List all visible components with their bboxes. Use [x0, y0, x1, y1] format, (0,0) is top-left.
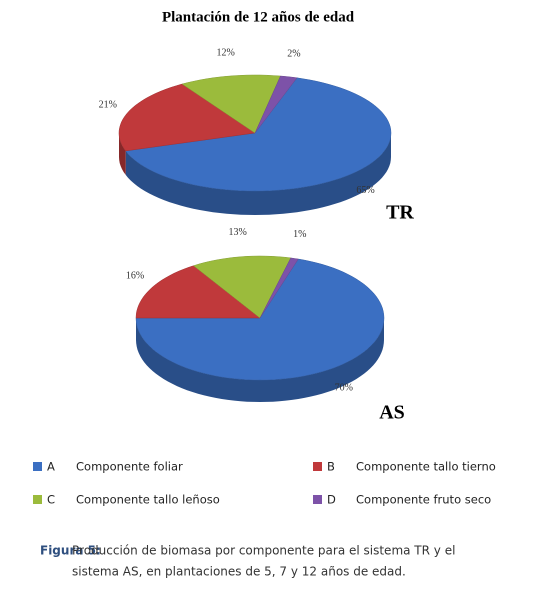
pie-slice: [259, 257, 299, 319]
value-label: 12%: [217, 47, 235, 58]
pie-slice: [125, 77, 392, 192]
pie-slice: [135, 265, 261, 319]
value-label: 2%: [287, 48, 300, 59]
pie-slice-side: [125, 133, 391, 215]
legend-key: A: [47, 460, 55, 474]
legend-label: Componente fruto seco: [356, 493, 491, 507]
legend-swatch: [33, 462, 42, 471]
legend-key: D: [327, 493, 336, 507]
legend-key: C: [47, 493, 55, 507]
value-label: 13%: [229, 227, 247, 238]
legend-label: Componente tallo leñoso: [76, 493, 220, 507]
pie-slice-side: [119, 133, 126, 175]
value-label: 16%: [126, 271, 144, 282]
pie-slice: [118, 83, 256, 152]
chart-label: AS: [379, 402, 405, 424]
legend-swatch: [313, 495, 322, 504]
chart-label: TR: [386, 202, 414, 224]
chart-title: Plantación de 12 años de edad: [162, 9, 355, 25]
legend-label: Componente foliar: [76, 460, 183, 474]
caption-line: sistema AS, en plantaciones de 5, 7 y 12…: [72, 565, 406, 579]
value-label: 70%: [335, 382, 353, 393]
pie-slice: [254, 75, 298, 134]
pie-slice: [135, 258, 385, 381]
pie-slice: [181, 74, 281, 134]
pie-slice-side: [136, 318, 384, 402]
caption-figure: Figura 5:: [40, 544, 101, 558]
legend-key: B: [327, 460, 335, 474]
value-label: 21%: [99, 100, 117, 111]
legend-label: Componente tallo tierno: [356, 460, 496, 474]
legend-swatch: [313, 462, 322, 471]
pie-slice: [193, 255, 292, 319]
value-label: 65%: [356, 185, 374, 196]
caption-line: Producción de biomasa por componente par…: [72, 544, 455, 558]
legend-swatch: [33, 495, 42, 504]
value-label: 1%: [293, 229, 306, 240]
